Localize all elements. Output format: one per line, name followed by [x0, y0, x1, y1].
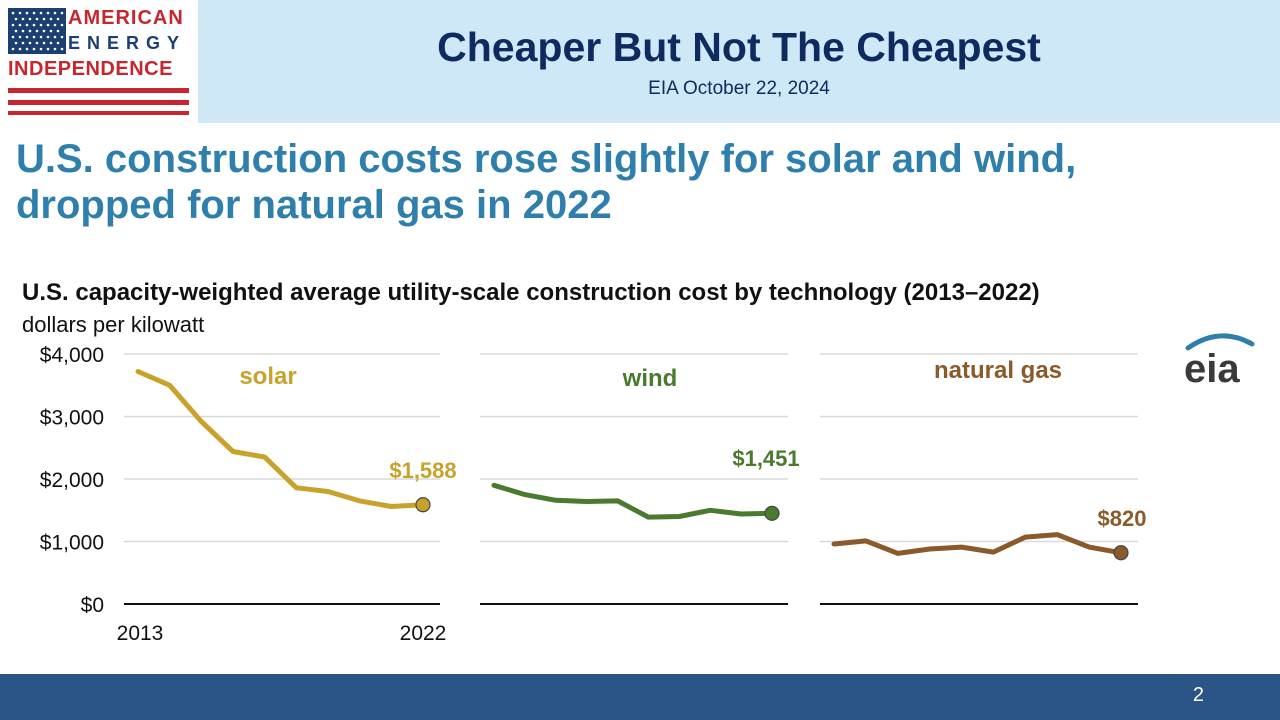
- y-axis-label: dollars per kilowatt: [22, 312, 205, 337]
- y-tick-label: $0: [81, 594, 104, 617]
- y-tick-label: $1,000: [40, 532, 104, 555]
- slide-title: Cheaper But Not The Cheapest: [437, 24, 1041, 70]
- us-flag-icon: [8, 8, 66, 54]
- x-tick-label: 2013: [117, 622, 164, 645]
- data-label: $1,588: [389, 458, 456, 483]
- series-label: solar: [239, 363, 296, 390]
- chart-headline: U.S. construction costs rose slightly fo…: [16, 137, 1077, 227]
- series-endpoint-wind: [764, 505, 780, 521]
- y-tick-label: $2,000: [40, 469, 104, 492]
- x-tick-label: 2022: [400, 622, 447, 645]
- logo-text-american: AMERICAN: [68, 7, 184, 29]
- y-tick-label: $3,000: [40, 407, 104, 430]
- series-line-solar: [135, 369, 426, 509]
- series-endpoint-natural-gas: [1113, 545, 1129, 561]
- page-number: 2: [1192, 684, 1204, 706]
- chart-title: U.S. capacity-weighted average utility-s…: [22, 279, 1040, 306]
- slide-subtitle: EIA October 22, 2024: [648, 78, 830, 99]
- series-label: natural gas: [934, 357, 1062, 384]
- logo-text-energy: ENERGY: [68, 33, 187, 53]
- chart: $4,000 $3,000 $2,000 $1,000 $0 2013 2022 solar $…: [40, 344, 1147, 645]
- logo-stripe: [8, 88, 189, 93]
- logo-stripe: [8, 100, 189, 105]
- logo-text-independence: INDEPENDENCE: [8, 58, 173, 80]
- y-tick-label: $4,000: [40, 344, 104, 367]
- logo-stripe: [8, 111, 189, 115]
- logo: AMERICAN ENERGY INDEPENDENCE: [0, 0, 198, 123]
- footer-bar: 2: [0, 674, 1280, 720]
- series-label: wind: [622, 365, 678, 392]
- data-label: $820: [1098, 506, 1147, 531]
- eia-logo-icon: eia: [1184, 333, 1255, 390]
- eia-logo-text: eia: [1184, 347, 1240, 390]
- header-band: Cheaper But Not The Cheapest EIA October…: [198, 0, 1280, 123]
- series-line-natural-gas: [831, 532, 1124, 556]
- data-label: $1,451: [732, 446, 799, 471]
- series-endpoint-solar: [415, 497, 431, 513]
- series-line-wind: [491, 482, 775, 520]
